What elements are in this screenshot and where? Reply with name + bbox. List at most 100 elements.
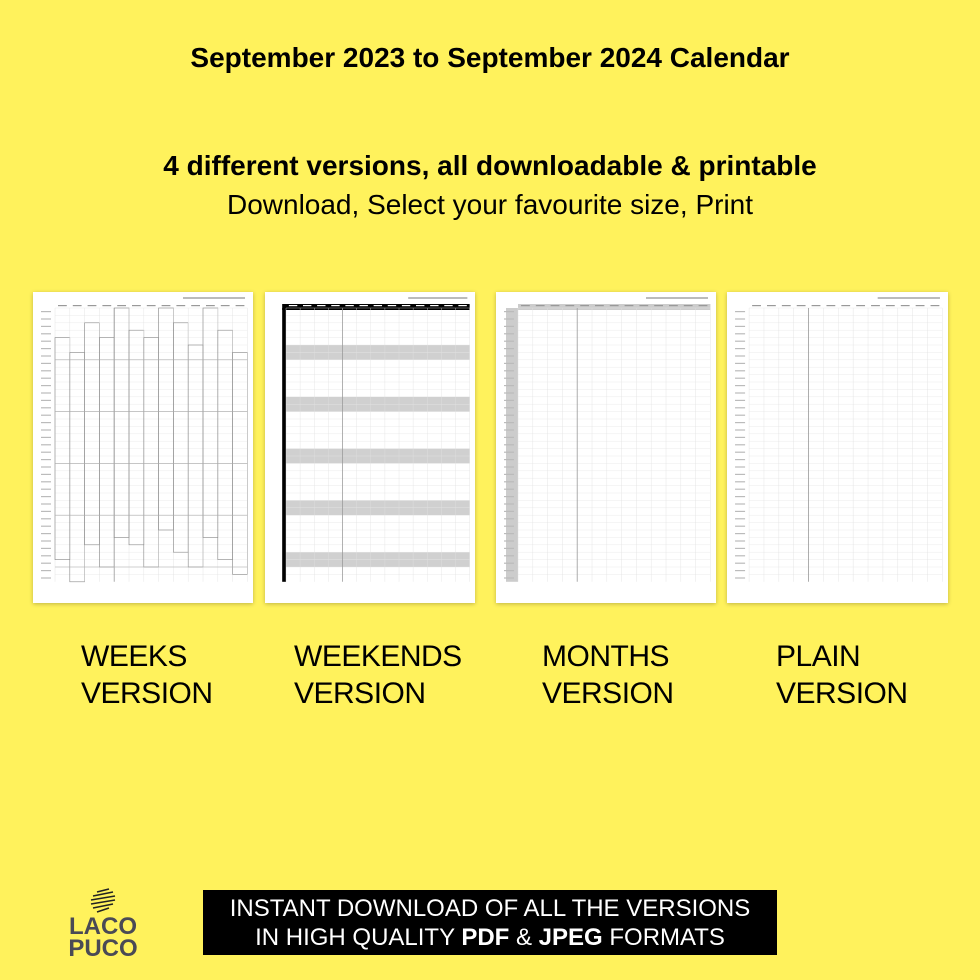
plain-version-label: PLAIN VERSION [776, 640, 908, 710]
day-label [504, 318, 514, 320]
month-label [288, 305, 298, 307]
day-label [41, 414, 51, 416]
weekend-row [286, 352, 470, 360]
day-label [41, 422, 51, 424]
day-label [41, 392, 51, 394]
brand-logo: LACO PUCO [68, 888, 138, 961]
month-label [535, 305, 545, 307]
day-label [504, 370, 514, 372]
month-label [766, 305, 776, 307]
header-bar [282, 304, 470, 310]
day-label [504, 525, 514, 527]
sheet-heading [183, 297, 245, 299]
day-label [735, 518, 746, 520]
month-block [113, 307, 130, 538]
day-label [504, 451, 514, 453]
month-label [856, 305, 866, 307]
day-label [504, 362, 514, 364]
month-label [811, 305, 821, 307]
day-label [41, 318, 51, 320]
month-label [521, 305, 530, 307]
day-label [735, 570, 746, 572]
day-label [504, 533, 514, 535]
day-label [735, 496, 746, 498]
day-label [504, 510, 514, 512]
day-label [41, 555, 51, 557]
months-version-label: MONTHS VERSION [542, 640, 674, 710]
month-label [444, 305, 453, 307]
day-label [41, 377, 51, 379]
weekends-version-label: WEEKENDS VERSION [294, 640, 462, 710]
sheet-heading [408, 297, 468, 299]
month-label [220, 305, 230, 307]
month-label [624, 305, 634, 307]
month-label [550, 305, 560, 307]
month-label [580, 305, 589, 307]
day-label [41, 333, 51, 335]
day-label [735, 473, 746, 475]
day-label [735, 340, 746, 342]
day-label [735, 392, 746, 394]
day-label [735, 422, 746, 424]
sheet-heading [646, 297, 708, 299]
day-label [504, 333, 514, 335]
month-label [826, 305, 836, 307]
logo-swirl-icon [90, 888, 116, 913]
weekend-row [286, 552, 470, 560]
day-label [735, 533, 746, 535]
month-label [373, 305, 383, 307]
day-label [41, 577, 51, 579]
day-label [504, 518, 514, 520]
sheet-heading [877, 297, 940, 299]
day-label [41, 436, 51, 438]
day-label [735, 385, 746, 387]
month-label [317, 305, 326, 307]
day-label [504, 422, 514, 424]
day-label [735, 562, 746, 564]
weekend-row [286, 345, 470, 353]
day-label [504, 540, 514, 542]
month-label [206, 305, 215, 307]
day-label [504, 385, 514, 387]
day-label [735, 399, 746, 401]
month-label [302, 305, 312, 307]
day-label [504, 459, 514, 461]
day-label [41, 540, 51, 542]
tagline: Download, Select your favourite size, Pr… [226, 189, 754, 220]
header-bar [518, 304, 711, 310]
day-label [41, 407, 51, 409]
month-label [161, 305, 171, 307]
month-label [87, 305, 97, 307]
day-label [735, 429, 746, 431]
day-label [41, 444, 51, 446]
month-label [796, 305, 806, 307]
month-label [102, 305, 112, 307]
day-label [41, 547, 51, 549]
month-block [202, 307, 219, 538]
day-label [735, 547, 746, 549]
month-label [401, 305, 411, 307]
month-label [609, 305, 619, 307]
page-title: September 2023 to September 2024 Calenda… [190, 42, 790, 73]
month-label [900, 305, 910, 307]
month-label [930, 305, 940, 307]
day-label [41, 385, 51, 387]
day-label [41, 496, 51, 498]
day-label [41, 348, 51, 350]
day-label [504, 577, 514, 579]
month-block [173, 322, 189, 553]
month-label [359, 305, 368, 307]
day-label [504, 407, 514, 409]
month-label [698, 305, 708, 307]
weeks-version-preview [33, 292, 253, 603]
weekend-row [286, 500, 470, 508]
months-version-preview [496, 292, 716, 603]
month-label [117, 305, 126, 307]
month-label [430, 305, 439, 307]
day-label [504, 466, 514, 468]
month-label [654, 305, 663, 307]
month-label [871, 305, 880, 307]
weekends-version-preview [265, 292, 475, 603]
day-label [41, 370, 51, 372]
day-label [504, 399, 514, 401]
